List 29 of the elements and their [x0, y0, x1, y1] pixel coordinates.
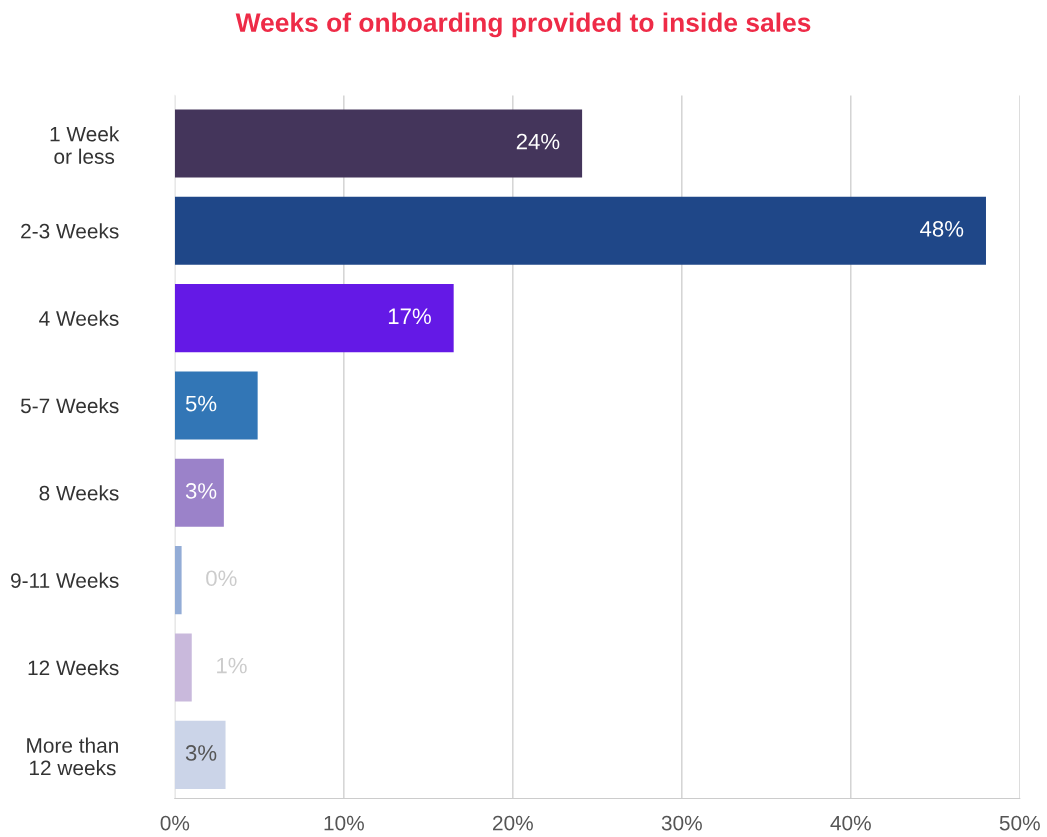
- data-label: 5%: [185, 395, 217, 412]
- bar: [174, 284, 454, 353]
- y-tick-label: 4 Weeks: [39, 310, 119, 326]
- y-tick-label: 12 Weeks: [28, 659, 119, 676]
- data-label: 17%: [388, 308, 431, 325]
- data-label: 48%: [920, 221, 964, 237]
- y-tick-label: 2-3 Weeks: [21, 223, 119, 239]
- x-tick-label: 20%: [493, 815, 533, 831]
- x-tick-label: 30%: [661, 815, 702, 831]
- bar: [174, 546, 182, 615]
- y-tick-label: 8 Weeks: [39, 485, 119, 501]
- y-tick-label: More than 12 weeks: [27, 737, 118, 776]
- y-tick-label: 1 Week or less: [50, 126, 120, 164]
- chart-title: Weeks of onboarding provided to inside sales: [235, 12, 811, 38]
- data-label: 24%: [516, 133, 560, 150]
- y-tick-label: 9-11 Weeks: [11, 572, 119, 588]
- y-tick-label: 5-7 Weeks: [20, 397, 119, 414]
- x-tick-label: 10%: [324, 815, 364, 831]
- bar: [174, 109, 583, 178]
- bar: [174, 720, 226, 789]
- data-label: 3%: [185, 745, 217, 761]
- bar: [174, 371, 258, 440]
- x-tick-label: 40%: [830, 815, 871, 831]
- bar: [174, 196, 986, 265]
- x-tick-label: 50%: [999, 815, 1040, 831]
- data-label: 3%: [185, 483, 217, 499]
- bar: [174, 458, 224, 527]
- bar: [174, 633, 192, 702]
- x-tick-label: 0%: [160, 815, 190, 831]
